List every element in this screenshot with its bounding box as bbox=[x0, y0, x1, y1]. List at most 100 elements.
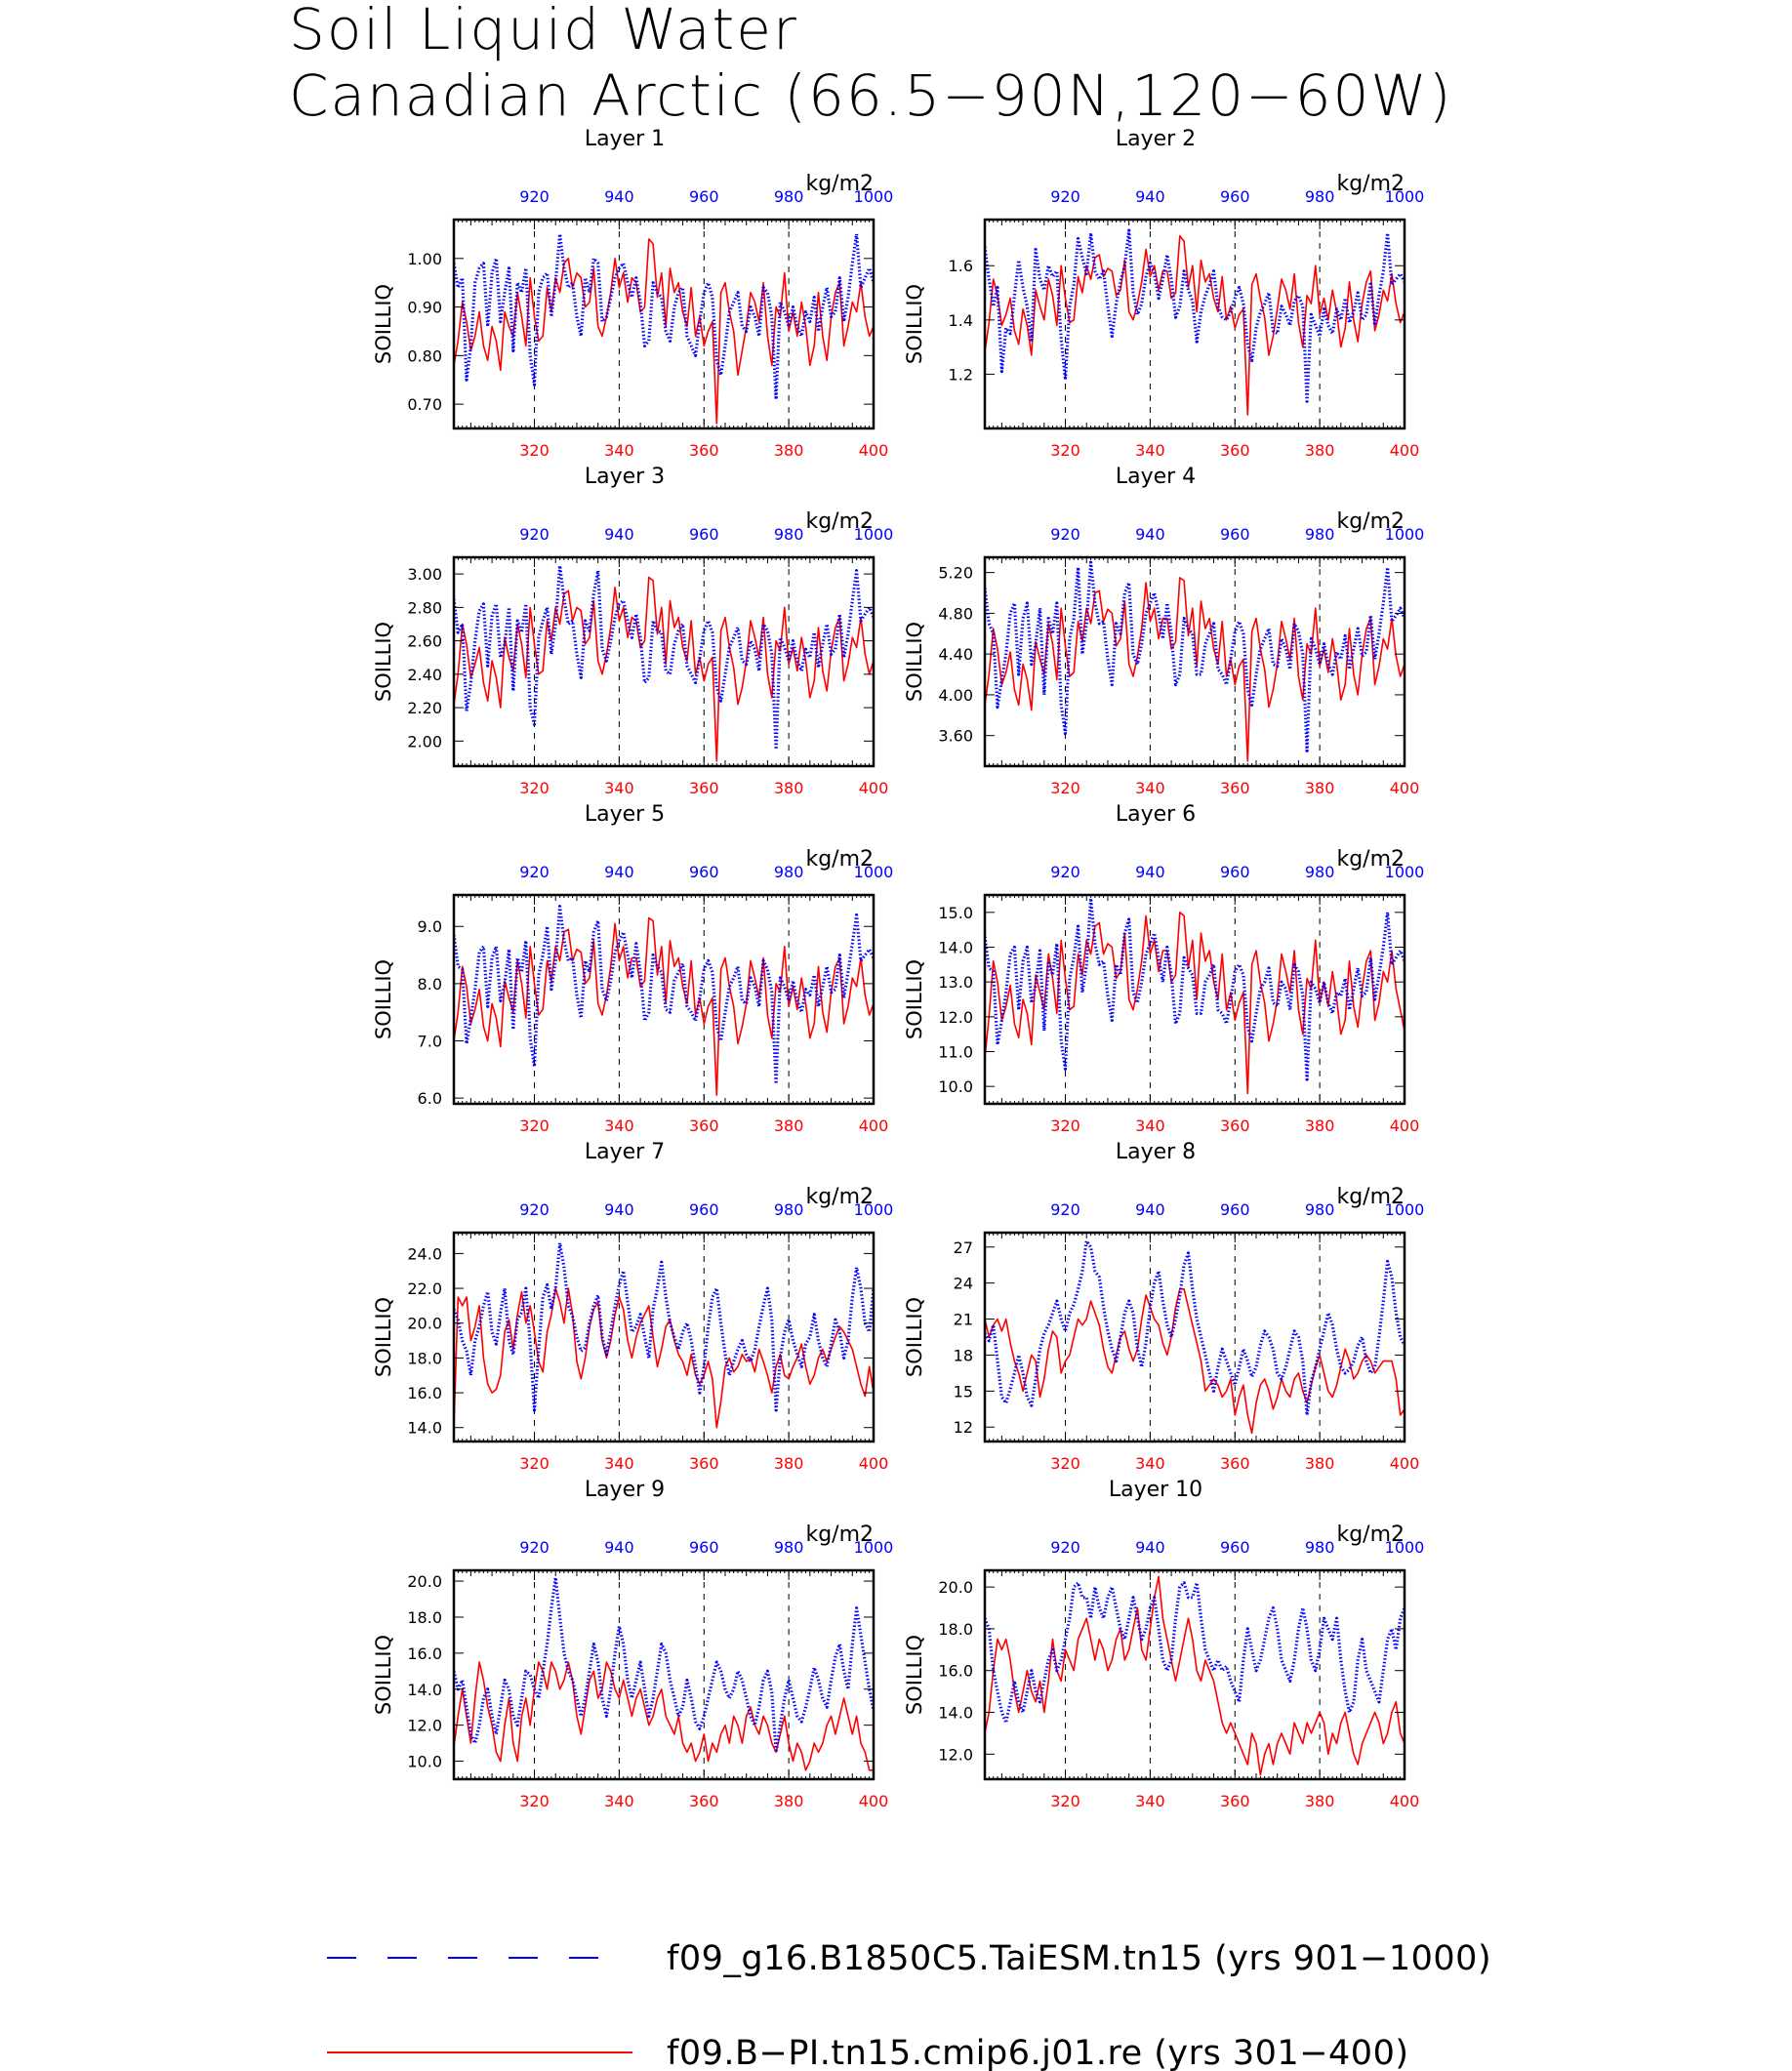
layer-7-y-tick-label: 18.0 bbox=[407, 1349, 442, 1367]
layer-1-x-bottom-tick-label: 320 bbox=[519, 441, 550, 460]
layer-10-y-tick-label: 18.0 bbox=[938, 1620, 973, 1639]
layer-8-x-bottom-tick-label: 320 bbox=[1050, 1454, 1080, 1473]
layer-8-y-tick-label: 27 bbox=[954, 1239, 973, 1257]
layer-6-x-bottom-tick-label: 320 bbox=[1050, 1117, 1080, 1135]
layer-9-y-tick-label: 12.0 bbox=[407, 1717, 442, 1735]
layer-6-x-top-tick-label: 1000 bbox=[1385, 863, 1425, 881]
layer-1-blue-series-line bbox=[454, 232, 874, 401]
layer-8-x-bottom-tick-label: 380 bbox=[1305, 1454, 1335, 1473]
layer-3-blue-series-line bbox=[454, 563, 874, 751]
layer-3-x-bottom-tick-label: 380 bbox=[774, 779, 804, 797]
layer-5-x-bottom-tick-label: 380 bbox=[774, 1117, 804, 1135]
layer-1-red-series-line bbox=[454, 238, 874, 425]
layer-9-panel: Layer 9 kg/m2 320 340 360 380 400 920 940 960 980 1… bbox=[372, 1478, 893, 1810]
layer-2-top-axis-unit: kg/m2 bbox=[1336, 172, 1405, 196]
layer-6-y-tick-label: 13.0 bbox=[938, 973, 973, 992]
layer-7-x-top-tick-label: 1000 bbox=[854, 1200, 894, 1219]
layer-2-x-bottom-tick-label: 340 bbox=[1135, 441, 1165, 460]
layer-8-red-series-line bbox=[985, 1288, 1405, 1435]
layer-6-y-tick-label: 12.0 bbox=[938, 1008, 973, 1027]
layer-1-title: Layer 1 bbox=[585, 127, 665, 151]
layer-8-x-top-tick-label: 960 bbox=[1220, 1200, 1250, 1219]
layer-9-y-tick-label: 16.0 bbox=[407, 1645, 442, 1663]
layer-8-panel: Layer 8 kg/m2 320 340 360 380 400 920 940 960 980 1… bbox=[903, 1140, 1424, 1473]
layer-9-x-bottom-tick-label: 360 bbox=[689, 1792, 719, 1810]
layer-4-x-top-tick-label: 960 bbox=[1220, 525, 1250, 544]
layer-3-red-series-line bbox=[454, 576, 874, 762]
layer-10-x-bottom-tick-label: 360 bbox=[1220, 1792, 1250, 1810]
layer-4-y-tick-label: 5.20 bbox=[938, 564, 973, 583]
layer-3-y-tick-label: 3.00 bbox=[407, 565, 442, 584]
legend-label-red: f09.B−PI.tn15.cmip6.j01.re (yrs 301−400) bbox=[667, 2034, 1409, 2071]
layer-2-x-bottom-tick-label: 320 bbox=[1050, 441, 1080, 460]
panels-grid: Layer 1 kg/m2 320 340 360 380 400 920 940 960 980 1… bbox=[372, 127, 1424, 1810]
layer-8-y-tick-label: 21 bbox=[954, 1311, 973, 1329]
layer-8-frame bbox=[983, 1231, 1406, 1443]
layer-2-y-axis-label: SOILLIQ bbox=[903, 284, 926, 364]
layer-10-x-bottom-tick-label: 340 bbox=[1135, 1792, 1165, 1810]
layer-3-y-tick-label: 2.80 bbox=[407, 598, 442, 617]
layer-9-y-tick-label: 20.0 bbox=[407, 1572, 442, 1591]
layer-2-x-top-tick-label: 920 bbox=[1050, 187, 1080, 206]
layer-2-x-top-tick-label: 940 bbox=[1135, 187, 1165, 206]
layer-5-title: Layer 5 bbox=[585, 802, 665, 827]
layer-7-x-bottom-tick-label: 320 bbox=[519, 1454, 550, 1473]
figure-title-line-1: Soil Liquid Water bbox=[289, 0, 798, 62]
layer-7-x-bottom-tick-label: 380 bbox=[774, 1454, 804, 1473]
layer-10-y-tick-label: 16.0 bbox=[938, 1662, 973, 1681]
layer-6-title: Layer 6 bbox=[1116, 802, 1196, 827]
layer-5-x-bottom-tick-label: 400 bbox=[859, 1117, 889, 1135]
layer-3-y-tick-label: 2.60 bbox=[407, 632, 442, 651]
layer-8-y-tick-label: 18 bbox=[954, 1346, 973, 1364]
layer-10-y-tick-label: 20.0 bbox=[938, 1578, 973, 1597]
layer-9-y-tick-label: 18.0 bbox=[407, 1608, 442, 1627]
layer-7-top-axis-unit: kg/m2 bbox=[805, 1185, 874, 1209]
layer-9-x-bottom-tick-label: 400 bbox=[859, 1792, 889, 1810]
layer-7-x-bottom-tick-label: 360 bbox=[689, 1454, 719, 1473]
layer-4-y-tick-label: 3.60 bbox=[938, 727, 973, 746]
layer-8-x-bottom-tick-label: 340 bbox=[1135, 1454, 1165, 1473]
layer-4-x-bottom-tick-label: 380 bbox=[1305, 779, 1335, 797]
layer-7-frame bbox=[452, 1231, 876, 1443]
layer-10-x-bottom-tick-label: 320 bbox=[1050, 1792, 1080, 1810]
layer-7-y-tick-label: 20.0 bbox=[407, 1315, 442, 1333]
layer-8-x-top-tick-label: 980 bbox=[1305, 1200, 1335, 1219]
layer-7-x-top-tick-label: 920 bbox=[519, 1200, 550, 1219]
layer-1-x-top-tick-label: 960 bbox=[689, 187, 719, 206]
layer-9-x-bottom-tick-label: 320 bbox=[519, 1792, 550, 1810]
layer-4-x-top-tick-label: 920 bbox=[1050, 525, 1080, 544]
layer-4-x-bottom-tick-label: 360 bbox=[1220, 779, 1250, 797]
layer-10-y-axis-label: SOILLIQ bbox=[903, 1635, 926, 1715]
layer-5-frame bbox=[452, 893, 876, 1106]
layer-9-x-top-tick-label: 980 bbox=[774, 1538, 804, 1557]
layer-10-x-bottom-tick-label: 380 bbox=[1305, 1792, 1335, 1810]
layer-5-y-tick-label: 8.0 bbox=[418, 975, 442, 994]
layer-10-top-axis-unit: kg/m2 bbox=[1336, 1523, 1405, 1547]
layer-1-x-top-tick-label: 920 bbox=[519, 187, 550, 206]
layer-8-y-tick-label: 12 bbox=[954, 1418, 973, 1437]
layer-1-y-tick-label: 0.80 bbox=[407, 346, 442, 365]
layer-9-title: Layer 9 bbox=[585, 1478, 665, 1502]
layer-5-x-bottom-tick-label: 320 bbox=[519, 1117, 550, 1135]
layer-3-x-top-tick-label: 940 bbox=[604, 525, 634, 544]
layer-9-frame bbox=[452, 1568, 876, 1781]
layer-2-x-bottom-tick-label: 400 bbox=[1390, 441, 1420, 460]
layer-6-x-bottom-tick-label: 380 bbox=[1305, 1117, 1335, 1135]
layer-8-y-axis-label: SOILLIQ bbox=[903, 1297, 926, 1377]
layer-5-x-top-tick-label: 920 bbox=[519, 863, 550, 881]
layer-7-title: Layer 7 bbox=[585, 1140, 665, 1164]
layer-6-panel: Layer 6 kg/m2 320 340 360 380 400 920 940 960 980 1… bbox=[903, 802, 1424, 1135]
layer-4-y-tick-label: 4.80 bbox=[938, 604, 973, 623]
layer-8-blue-series-line bbox=[985, 1239, 1405, 1417]
layer-2-blue-series-line bbox=[985, 228, 1405, 403]
layer-4-panel: Layer 4 kg/m2 320 340 360 380 400 920 940 960 980 1… bbox=[903, 465, 1424, 797]
layer-9-x-top-tick-label: 920 bbox=[519, 1538, 550, 1557]
layer-4-x-top-tick-label: 980 bbox=[1305, 525, 1335, 544]
layer-4-x-bottom-tick-label: 400 bbox=[1390, 779, 1420, 797]
layer-10-x-top-tick-label: 940 bbox=[1135, 1538, 1165, 1557]
layer-9-x-top-tick-label: 1000 bbox=[854, 1538, 894, 1557]
layer-7-blue-series-line bbox=[454, 1241, 874, 1412]
layer-4-red-series-line bbox=[985, 577, 1405, 762]
layer-1-y-tick-label: 0.90 bbox=[407, 299, 442, 317]
layer-6-x-bottom-tick-label: 360 bbox=[1220, 1117, 1250, 1135]
